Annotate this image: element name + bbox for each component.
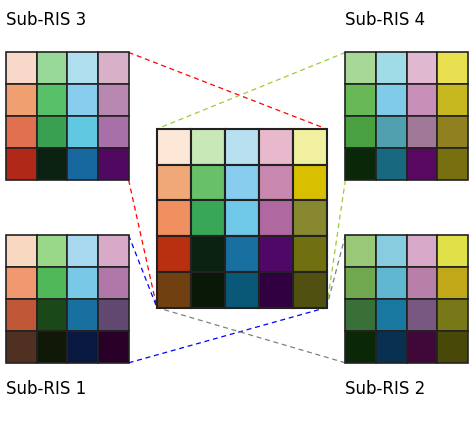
Bar bbox=[6, 52, 36, 84]
Bar bbox=[6, 148, 36, 180]
Bar bbox=[98, 299, 128, 331]
Bar bbox=[376, 331, 407, 363]
Bar bbox=[376, 299, 407, 331]
Bar bbox=[225, 236, 259, 272]
Bar bbox=[292, 272, 327, 308]
Bar bbox=[157, 200, 191, 236]
Bar bbox=[292, 236, 327, 272]
Bar bbox=[346, 148, 376, 180]
Bar bbox=[67, 299, 98, 331]
Bar bbox=[376, 148, 407, 180]
Bar bbox=[225, 165, 259, 200]
Bar bbox=[346, 52, 376, 84]
Bar bbox=[191, 236, 225, 272]
Bar bbox=[376, 52, 407, 84]
Bar bbox=[259, 272, 292, 308]
Bar bbox=[67, 148, 98, 180]
Bar bbox=[292, 129, 327, 165]
Bar bbox=[67, 84, 98, 116]
Bar bbox=[98, 52, 128, 84]
Bar bbox=[191, 129, 225, 165]
Bar bbox=[407, 235, 438, 267]
Bar bbox=[225, 272, 259, 308]
Bar bbox=[346, 84, 376, 116]
Bar bbox=[98, 148, 128, 180]
Bar bbox=[67, 331, 98, 363]
Bar bbox=[36, 331, 67, 363]
Text: Sub-RIS 3: Sub-RIS 3 bbox=[6, 11, 86, 29]
Bar bbox=[157, 129, 191, 165]
Bar bbox=[36, 116, 67, 148]
Text: Sub-RIS 2: Sub-RIS 2 bbox=[346, 380, 426, 398]
Bar bbox=[67, 267, 98, 299]
Bar bbox=[6, 299, 36, 331]
Bar bbox=[6, 84, 36, 116]
Bar bbox=[438, 299, 468, 331]
Text: Sub-RIS 1: Sub-RIS 1 bbox=[6, 380, 86, 398]
Bar bbox=[438, 116, 468, 148]
Bar bbox=[407, 267, 438, 299]
Bar bbox=[259, 236, 292, 272]
Bar bbox=[407, 52, 438, 84]
Bar bbox=[36, 148, 67, 180]
Bar bbox=[376, 235, 407, 267]
Bar bbox=[6, 116, 36, 148]
Bar bbox=[6, 331, 36, 363]
Bar bbox=[98, 331, 128, 363]
Bar bbox=[346, 331, 376, 363]
Bar bbox=[67, 116, 98, 148]
Bar bbox=[438, 52, 468, 84]
Bar bbox=[36, 84, 67, 116]
Bar bbox=[407, 84, 438, 116]
Bar bbox=[67, 52, 98, 84]
Bar bbox=[157, 236, 191, 272]
Bar bbox=[98, 84, 128, 116]
Bar bbox=[98, 267, 128, 299]
Bar bbox=[67, 235, 98, 267]
Bar bbox=[98, 235, 128, 267]
Bar bbox=[438, 235, 468, 267]
Bar bbox=[225, 200, 259, 236]
Bar bbox=[407, 116, 438, 148]
Bar bbox=[292, 200, 327, 236]
Bar bbox=[225, 129, 259, 165]
Bar bbox=[346, 299, 376, 331]
Bar bbox=[259, 165, 292, 200]
Bar bbox=[346, 116, 376, 148]
Bar bbox=[407, 148, 438, 180]
Bar bbox=[36, 267, 67, 299]
Bar bbox=[191, 200, 225, 236]
Bar bbox=[407, 299, 438, 331]
Bar bbox=[438, 331, 468, 363]
Bar bbox=[259, 129, 292, 165]
Text: Sub-RIS 4: Sub-RIS 4 bbox=[346, 11, 426, 29]
Bar bbox=[438, 84, 468, 116]
Bar bbox=[438, 148, 468, 180]
Bar bbox=[376, 267, 407, 299]
Bar bbox=[157, 165, 191, 200]
Bar bbox=[36, 52, 67, 84]
Bar bbox=[259, 200, 292, 236]
Bar bbox=[36, 235, 67, 267]
Bar bbox=[6, 267, 36, 299]
Bar bbox=[292, 165, 327, 200]
Bar bbox=[191, 165, 225, 200]
Bar bbox=[6, 235, 36, 267]
Bar bbox=[376, 116, 407, 148]
Bar bbox=[376, 84, 407, 116]
Bar bbox=[407, 331, 438, 363]
Bar bbox=[346, 235, 376, 267]
Bar bbox=[191, 272, 225, 308]
Bar bbox=[346, 267, 376, 299]
Bar bbox=[438, 267, 468, 299]
Bar bbox=[157, 272, 191, 308]
Bar bbox=[36, 299, 67, 331]
Bar bbox=[98, 116, 128, 148]
